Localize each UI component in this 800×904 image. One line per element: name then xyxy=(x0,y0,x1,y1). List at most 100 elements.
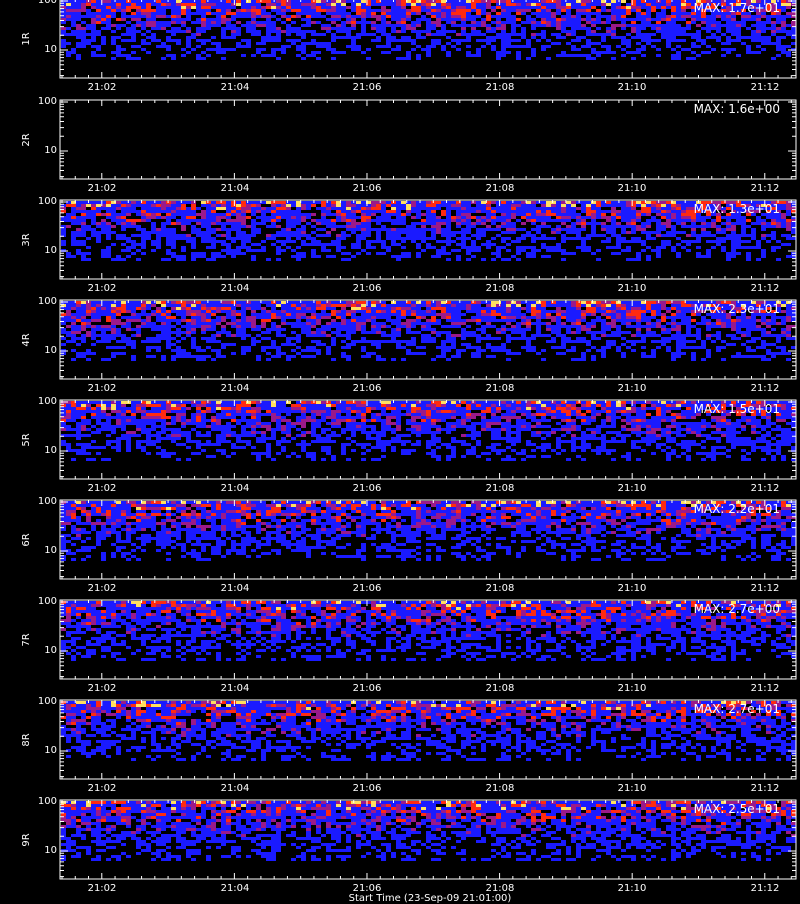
heatmap-cell xyxy=(456,255,461,258)
heatmap-cell xyxy=(591,30,596,33)
heatmap-cell xyxy=(161,216,166,219)
heatmap-cell xyxy=(396,219,401,222)
heatmap-cell xyxy=(226,243,231,246)
heatmap-cell xyxy=(81,213,86,216)
heatmap-cell xyxy=(656,6,661,9)
heatmap-cell xyxy=(461,39,466,42)
heatmap-cell xyxy=(76,24,81,27)
heatmap-cell xyxy=(456,213,461,216)
heatmap-cell xyxy=(531,51,536,54)
heatmap-cell xyxy=(546,3,551,6)
heatmap-cell xyxy=(416,33,421,36)
heatmap-cell xyxy=(551,42,556,45)
heatmap-cell xyxy=(321,213,326,216)
heatmap-cell xyxy=(691,231,696,234)
heatmap-cell xyxy=(641,36,646,39)
heatmap-cell xyxy=(231,27,236,30)
heatmap-cell xyxy=(171,15,176,18)
heatmap-cell xyxy=(71,307,76,310)
heatmap-cell xyxy=(181,210,186,213)
heatmap-cell xyxy=(466,204,471,207)
heatmap-cell xyxy=(156,319,161,322)
heatmap-cell xyxy=(541,21,546,24)
heatmap-cell xyxy=(201,213,206,216)
heatmap-cell xyxy=(116,340,121,343)
heatmap-cell xyxy=(611,204,616,207)
heatmap-cell xyxy=(291,310,296,313)
heatmap-cell xyxy=(236,210,241,213)
heatmap-cell xyxy=(461,27,466,30)
heatmap-cell xyxy=(236,228,241,231)
heatmap-cell xyxy=(171,355,176,358)
heatmap-cell xyxy=(301,234,306,237)
heatmap-cell xyxy=(141,207,146,210)
heatmap-cell xyxy=(216,307,221,310)
heatmap-cell xyxy=(301,240,306,243)
heatmap-cell xyxy=(681,213,686,216)
heatmap-cell xyxy=(176,0,181,3)
heatmap-cell xyxy=(276,213,281,216)
heatmap-cell xyxy=(396,201,401,204)
heatmap-cell xyxy=(101,358,106,361)
heatmap-cell xyxy=(606,9,611,12)
heatmap-cell xyxy=(91,301,96,304)
heatmap-cell xyxy=(536,216,541,219)
heatmap-cell xyxy=(356,237,361,240)
heatmap-cell xyxy=(226,313,231,316)
heatmap-cell xyxy=(406,207,411,210)
heatmap-cell xyxy=(271,51,276,54)
heatmap-cell xyxy=(396,0,401,3)
heatmap-cell xyxy=(706,225,711,228)
heatmap-cell xyxy=(376,27,381,30)
heatmap-cell xyxy=(86,352,91,355)
heatmap-cell xyxy=(686,33,691,36)
heatmap-cell xyxy=(506,3,511,6)
heatmap-cell xyxy=(541,237,546,240)
heatmap-cell xyxy=(686,234,691,237)
heatmap-cell xyxy=(96,207,101,210)
heatmap-cell xyxy=(561,222,566,225)
heatmap-cell xyxy=(326,334,331,337)
heatmap-cell xyxy=(136,225,141,228)
heatmap-cell xyxy=(326,27,331,30)
heatmap-cell xyxy=(371,15,376,18)
heatmap-cell xyxy=(761,30,766,33)
heatmap-cell xyxy=(651,33,656,36)
heatmap-cell xyxy=(176,349,181,352)
heatmap-cell xyxy=(401,30,406,33)
heatmap-cell xyxy=(556,54,561,57)
heatmap-cell xyxy=(361,6,366,9)
heatmap-cell xyxy=(246,319,251,322)
heatmap-cell xyxy=(376,36,381,39)
heatmap-cell xyxy=(586,30,591,33)
heatmap-cell xyxy=(171,231,176,234)
heatmap-cell xyxy=(156,204,161,207)
heatmap-cell xyxy=(481,3,486,6)
heatmap-cell xyxy=(426,201,431,204)
heatmap-cell xyxy=(441,213,446,216)
heatmap-cell xyxy=(306,310,311,313)
heatmap-cell xyxy=(346,219,351,222)
heatmap-cell xyxy=(181,216,186,219)
heatmap-cell xyxy=(731,27,736,30)
heatmap-cell xyxy=(651,210,656,213)
heatmap-cell xyxy=(296,219,301,222)
heatmap-cell xyxy=(461,33,466,36)
heatmap-cell xyxy=(456,33,461,36)
heatmap-cell xyxy=(266,21,271,24)
heatmap-cell xyxy=(436,255,441,258)
heatmap-cell xyxy=(296,252,301,255)
heatmap-cell xyxy=(271,325,276,328)
heatmap-cell xyxy=(116,310,121,313)
heatmap-cell xyxy=(156,3,161,6)
heatmap-cell xyxy=(581,237,586,240)
heatmap-cell xyxy=(201,3,206,6)
heatmap-cell xyxy=(116,54,121,57)
heatmap-cell xyxy=(316,255,321,258)
heatmap-cell xyxy=(281,213,286,216)
heatmap-cell xyxy=(166,219,171,222)
heatmap-cell xyxy=(161,207,166,210)
heatmap-cell xyxy=(146,346,151,349)
heatmap-cell xyxy=(451,216,456,219)
heatmap-cell xyxy=(191,331,196,334)
